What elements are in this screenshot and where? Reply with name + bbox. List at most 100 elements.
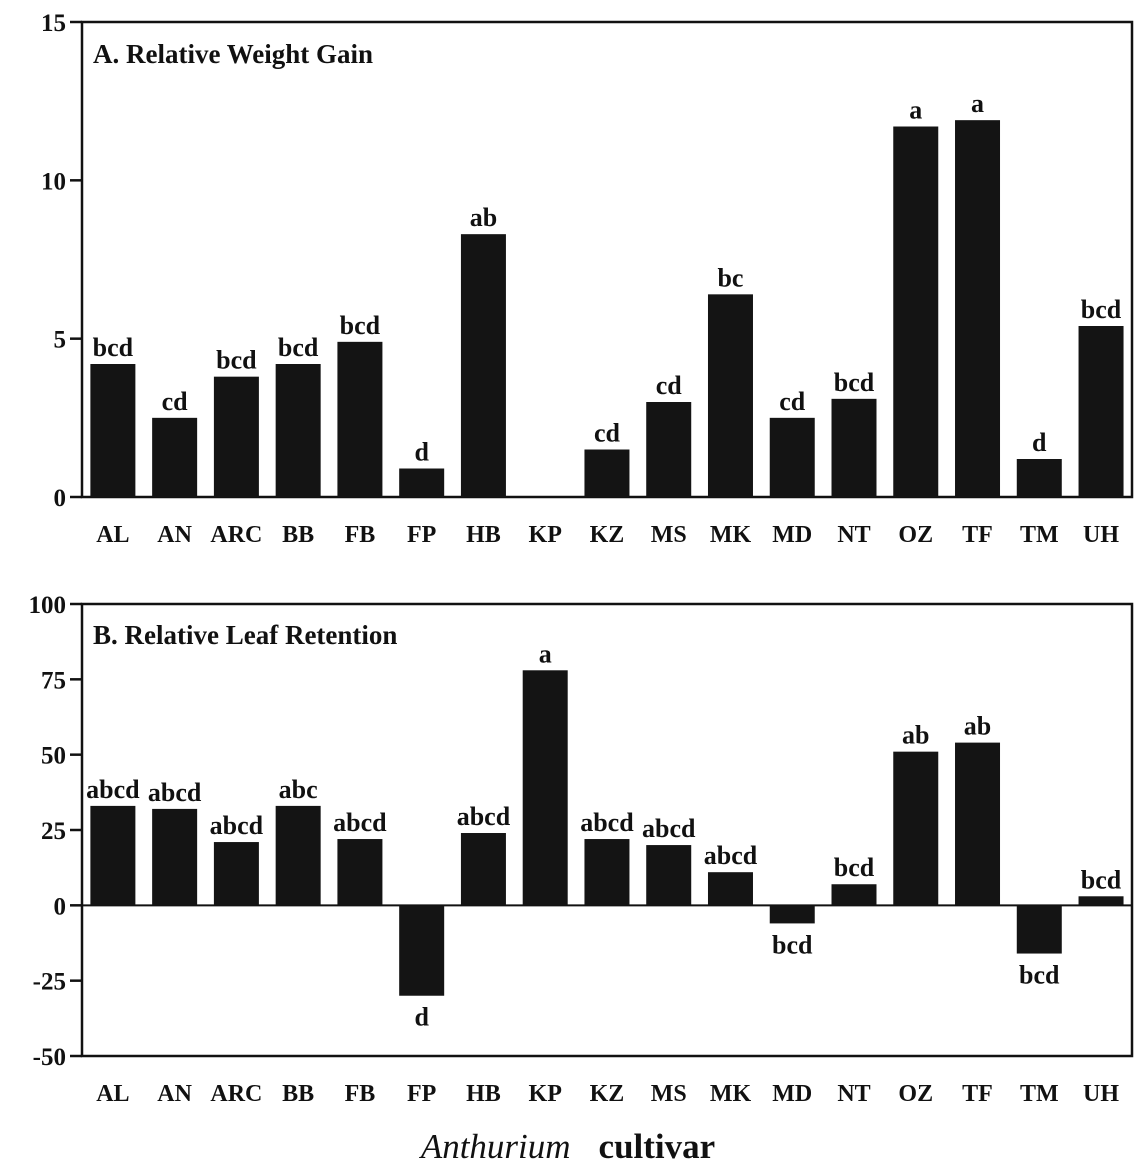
significance-label-fp: d [414, 1003, 429, 1032]
bar-bb [276, 806, 321, 905]
category-label-ms: MS [651, 522, 687, 548]
bar-ms [646, 402, 691, 497]
category-label-fb: FB [345, 1081, 376, 1107]
bar-an [152, 809, 197, 905]
bar-arc [214, 842, 259, 905]
y-tick-label: 15 [41, 10, 66, 37]
category-label-arc: ARC [210, 522, 262, 548]
category-label-fp: FP [407, 1081, 436, 1107]
significance-label-mk: bc [717, 263, 743, 292]
significance-label-oz: a [909, 96, 922, 125]
bar-tf [955, 120, 1000, 497]
category-label-tf: TF [962, 522, 993, 548]
bar-md [770, 905, 815, 923]
category-label-an: AN [157, 1081, 192, 1107]
category-label-md: MD [772, 1081, 812, 1107]
bar-al [90, 364, 135, 497]
category-label-bb: BB [282, 1081, 314, 1107]
significance-label-tf: a [971, 89, 984, 118]
x-axis-title: Anthurium cultivar [419, 1127, 715, 1164]
category-label-uh: UH [1083, 522, 1119, 548]
bar-arc [214, 377, 259, 497]
bar-oz [893, 752, 938, 906]
y-tick-label: 100 [29, 592, 67, 619]
x-axis-title-italic: Anthurium [419, 1127, 571, 1164]
y-tick-label: 75 [41, 667, 66, 694]
significance-label-ms: abcd [642, 814, 696, 843]
significance-label-oz: ab [902, 721, 929, 750]
bar-tm [1017, 459, 1062, 497]
bar-mk [708, 294, 753, 497]
bar-fb [337, 342, 382, 497]
category-label-al: AL [96, 1081, 129, 1107]
category-label-an: AN [157, 522, 192, 548]
category-label-uh: UH [1083, 1081, 1119, 1107]
y-tick-label: 50 [41, 743, 66, 770]
bar-tm [1017, 905, 1062, 953]
significance-label-uh: bcd [1081, 865, 1122, 894]
bar-fp [399, 905, 444, 995]
bar-bb [276, 364, 321, 497]
panel-title: B. Relative Leaf Retention [93, 620, 397, 650]
bar-kz [584, 839, 629, 905]
bar-kp [523, 670, 568, 905]
bar-hb [461, 833, 506, 905]
bar-al [90, 806, 135, 905]
panel-title: A. Relative Weight Gain [93, 39, 373, 69]
significance-label-kp: a [539, 639, 552, 668]
significance-label-fb: abcd [333, 808, 387, 837]
bar-an [152, 418, 197, 497]
significance-label-uh: bcd [1081, 295, 1122, 324]
significance-label-nt: bcd [834, 853, 875, 882]
category-label-kp: KP [529, 522, 562, 548]
y-tick-label: 25 [41, 818, 66, 845]
significance-label-al: bcd [93, 333, 134, 362]
significance-label-nt: bcd [834, 368, 875, 397]
significance-label-tf: ab [964, 712, 991, 741]
significance-label-md: cd [779, 387, 806, 416]
y-tick-label: 5 [54, 327, 67, 354]
bar-fp [399, 469, 444, 498]
category-label-kz: KZ [590, 522, 625, 548]
category-label-nt: NT [837, 1081, 870, 1107]
significance-label-hb: abcd [457, 802, 511, 831]
bar-uh [1079, 896, 1124, 905]
significance-label-hb: ab [470, 203, 497, 232]
category-label-kz: KZ [590, 1081, 625, 1107]
y-tick-label: -25 [33, 969, 66, 996]
y-tick-label: -50 [33, 1044, 66, 1071]
category-label-hb: HB [466, 522, 501, 548]
significance-label-tm: d [1032, 428, 1047, 457]
category-label-oz: OZ [898, 1081, 933, 1107]
x-axis-title-plain: cultivar [599, 1127, 716, 1164]
significance-label-al: abcd [86, 775, 140, 804]
significance-label-bb: abc [279, 775, 318, 804]
bar-oz [893, 127, 938, 498]
bar-fb [337, 839, 382, 905]
category-label-ms: MS [651, 1081, 687, 1107]
significance-label-an: cd [162, 387, 189, 416]
category-label-tf: TF [962, 1081, 993, 1107]
significance-label-kz: cd [594, 419, 621, 448]
y-tick-label: 0 [54, 893, 67, 920]
category-label-tm: TM [1020, 522, 1059, 548]
category-label-fb: FB [345, 522, 376, 548]
category-label-kp: KP [529, 1081, 562, 1107]
category-label-mk: MK [710, 1081, 752, 1107]
bar-ms [646, 845, 691, 905]
bar-uh [1079, 326, 1124, 497]
category-label-bb: BB [282, 522, 314, 548]
category-label-tm: TM [1020, 1081, 1059, 1107]
bar-md [770, 418, 815, 497]
significance-label-mk: abcd [704, 841, 758, 870]
bar-hb [461, 234, 506, 497]
category-label-fp: FP [407, 522, 436, 548]
y-tick-label: 0 [54, 485, 67, 512]
category-label-arc: ARC [210, 1081, 262, 1107]
category-label-al: AL [96, 522, 129, 548]
category-label-oz: OZ [898, 522, 933, 548]
bar-tf [955, 743, 1000, 906]
category-label-hb: HB [466, 1081, 501, 1107]
